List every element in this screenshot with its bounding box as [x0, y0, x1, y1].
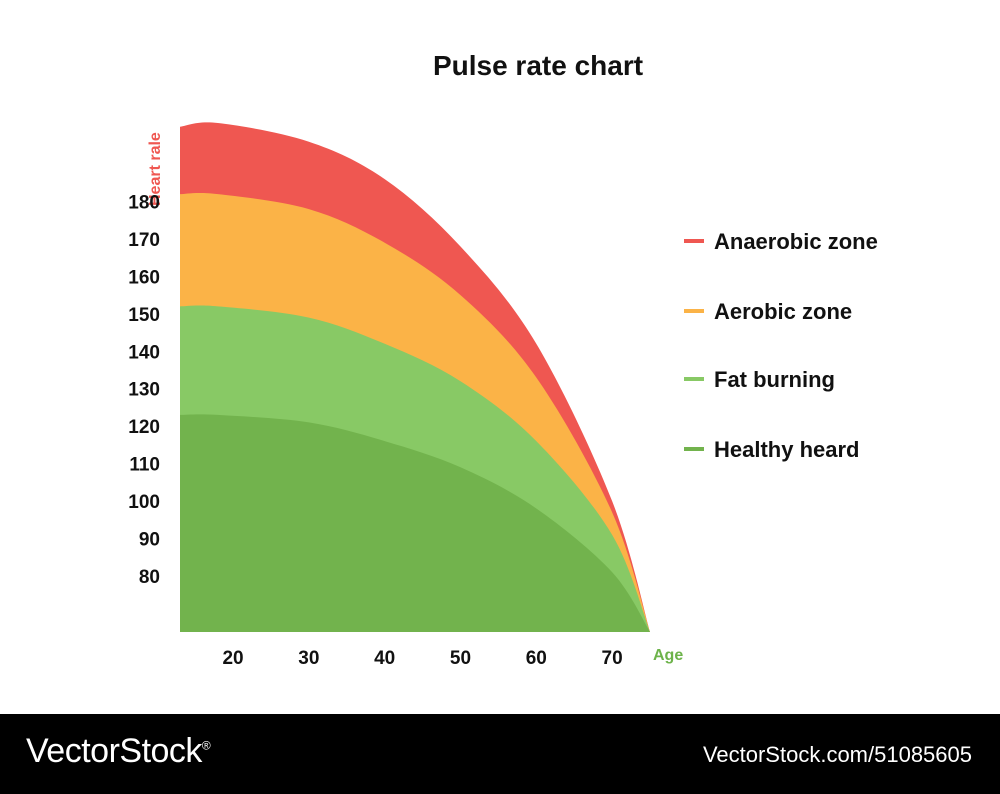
pulse-rate-chart: Pulse rate chart Heart rale Age 80 90 100 1… [128, 50, 878, 669]
zone-area-4 [180, 414, 650, 632]
y-tick-label: 140 [128, 342, 160, 363]
x-axis-label: Age [653, 647, 683, 664]
y-ticks: 80 90 100 110 120 130 140 150 160 170 180 [128, 193, 160, 588]
legend-label: Healthy heard [714, 437, 860, 462]
x-tick-label: 30 [298, 648, 319, 669]
x-tick-label: 40 [374, 648, 395, 669]
vectorstock-logo: VectorStock® [26, 732, 211, 771]
registered-mark: ® [201, 738, 211, 753]
y-tick-label: 110 [129, 455, 160, 476]
footer-bar: VectorStock® VectorStock.com/51085605 [0, 714, 1000, 794]
x-tick-label: 60 [526, 648, 547, 669]
legend-label: Anaerobic zone [714, 229, 878, 254]
legend: Anaerobic zone Aerobic zone Fat burning Hea… [684, 229, 878, 462]
zone-areas [180, 122, 650, 633]
y-tick-label: 80 [139, 567, 160, 588]
y-tick-label: 120 [128, 417, 160, 438]
brand-name: VectorStock [26, 732, 202, 770]
legend-swatch [684, 309, 704, 313]
legend-swatch [684, 377, 704, 381]
x-ticks: 20 30 40 50 60 70 [222, 648, 622, 669]
chart-title: Pulse rate chart [433, 50, 643, 81]
y-tick-label: 160 [128, 267, 160, 288]
y-tick-label: 170 [128, 230, 160, 251]
legend-label: Aerobic zone [714, 299, 852, 324]
y-tick-label: 130 [128, 380, 160, 401]
legend-label: Fat burning [714, 367, 835, 392]
y-tick-label: 150 [128, 305, 160, 326]
y-tick-label: 100 [128, 492, 160, 513]
x-tick-label: 70 [602, 648, 623, 669]
legend-swatch [684, 447, 704, 451]
y-tick-label: 90 [139, 529, 160, 550]
x-tick-label: 50 [450, 648, 471, 669]
y-tick-label: 180 [128, 193, 160, 214]
image-reference: VectorStock.com/51085605 [702, 742, 972, 767]
x-tick-label: 20 [222, 648, 243, 669]
legend-swatch [684, 239, 704, 243]
y-axis-label: Heart rale [147, 132, 164, 206]
